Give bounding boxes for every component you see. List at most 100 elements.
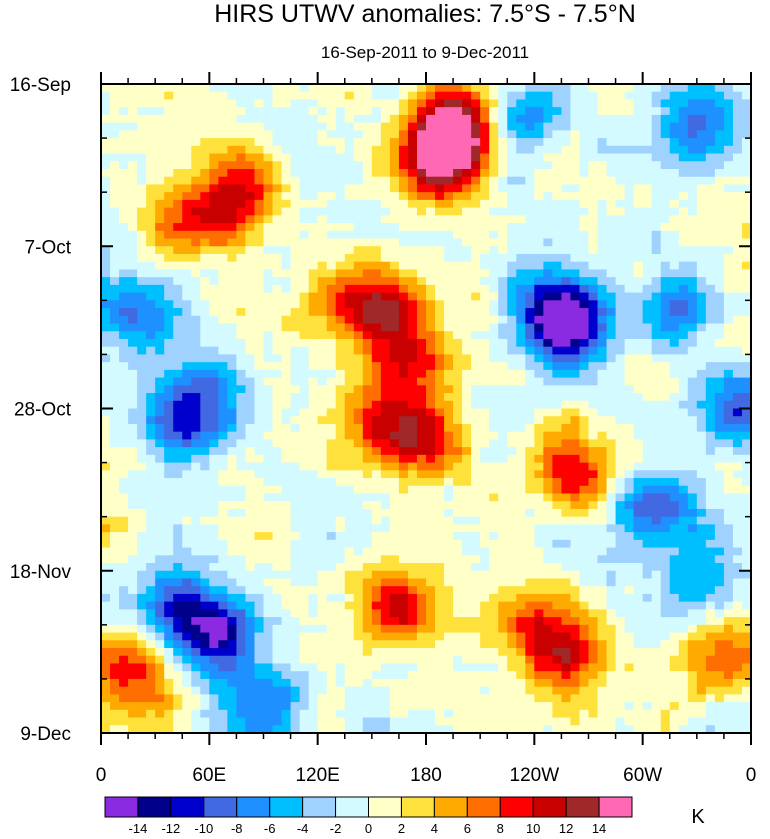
heatmap-cell — [471, 369, 481, 379]
heatmap-cell — [407, 153, 418, 162]
heatmap-cell — [525, 300, 535, 309]
heatmap-cell — [489, 601, 499, 610]
heatmap-cell — [705, 377, 716, 386]
heatmap-cell — [263, 246, 274, 255]
heatmap-cell — [317, 338, 328, 348]
heatmap-cell — [362, 269, 373, 278]
heatmap-cell — [101, 431, 111, 441]
heatmap-cell — [236, 393, 247, 402]
heatmap-cell — [732, 138, 743, 147]
heatmap-cell — [245, 91, 256, 101]
heatmap-cell — [137, 346, 147, 356]
heatmap-cell — [624, 269, 635, 278]
heatmap-cell — [353, 215, 364, 224]
heatmap-cell — [642, 400, 653, 410]
heatmap-cell — [137, 539, 147, 549]
heatmap-cell — [426, 385, 436, 394]
heatmap-cell — [687, 230, 698, 240]
heatmap-cell — [263, 547, 274, 556]
heatmap-cell — [155, 84, 165, 93]
heatmap-cell — [299, 315, 310, 325]
heatmap-cell — [173, 246, 183, 255]
heatmap-cell — [435, 269, 445, 278]
heatmap-cell — [660, 501, 671, 510]
heatmap-cell — [732, 230, 743, 240]
heatmap-cell — [705, 277, 716, 286]
heatmap-cell — [371, 470, 382, 479]
heatmap-cell — [317, 130, 328, 139]
heatmap-cell — [317, 362, 328, 371]
heatmap-cell — [101, 493, 111, 502]
heatmap-cell — [227, 578, 238, 587]
heatmap-cell — [326, 84, 337, 93]
heatmap-cell — [254, 246, 265, 255]
heatmap-cell — [290, 393, 301, 402]
heatmap-cell — [290, 91, 301, 101]
heatmap-cell — [732, 84, 743, 93]
heatmap-cell — [732, 315, 743, 325]
heatmap-cell — [182, 462, 192, 471]
heatmap-cell — [534, 84, 544, 93]
heatmap-cell — [362, 284, 373, 294]
heatmap-cell — [732, 501, 743, 510]
heatmap-cell — [398, 192, 409, 201]
heatmap-cell — [308, 168, 319, 178]
heatmap-cell — [561, 393, 572, 402]
heatmap-cell — [678, 230, 689, 240]
heatmap-cell — [110, 184, 120, 193]
heatmap-cell — [570, 292, 581, 301]
heatmap-cell — [281, 385, 292, 394]
heatmap-cell — [299, 284, 310, 294]
heatmap-cell — [227, 362, 238, 371]
heatmap-cell — [344, 192, 355, 201]
heatmap-cell — [236, 253, 247, 263]
heatmap-cell — [353, 207, 364, 216]
heatmap-cell — [714, 547, 725, 556]
heatmap-cell — [137, 138, 147, 147]
heatmap-cell — [290, 292, 301, 301]
heatmap-cell — [561, 570, 572, 580]
heatmap-cell — [579, 555, 590, 564]
heatmap-cell — [272, 238, 283, 247]
heatmap-cell — [335, 470, 346, 479]
heatmap-cell — [651, 423, 662, 433]
heatmap-cell — [642, 516, 653, 525]
heatmap-cell — [678, 454, 689, 464]
heatmap-cell — [308, 300, 319, 309]
heatmap-cell — [543, 485, 553, 495]
heatmap-cell — [299, 91, 310, 101]
heatmap-cell — [669, 532, 680, 541]
heatmap-cell — [498, 609, 508, 618]
heatmap-cell — [200, 292, 210, 301]
heatmap-cell — [723, 277, 734, 286]
heatmap-cell — [660, 524, 671, 533]
heatmap-cell — [353, 192, 364, 201]
heatmap-cell — [272, 130, 283, 139]
heatmap-cell — [588, 300, 599, 309]
heatmap-cell — [471, 184, 481, 193]
heatmap-cell — [633, 508, 644, 518]
heatmap-cell — [588, 277, 599, 286]
heatmap-cell — [335, 354, 346, 363]
heatmap-cell — [498, 416, 508, 425]
heatmap-cell — [101, 462, 111, 471]
heatmap-cell — [218, 192, 228, 201]
heatmap-cell — [281, 168, 292, 178]
heatmap-cell — [281, 338, 292, 348]
heatmap-cell — [543, 107, 553, 116]
heatmap-cell — [209, 362, 219, 371]
heatmap-cell — [696, 493, 707, 502]
heatmap-cell — [741, 470, 752, 479]
heatmap-cell — [633, 192, 644, 201]
heatmap-cell — [426, 215, 436, 224]
heatmap-cell — [561, 454, 572, 464]
heatmap-cell — [155, 385, 165, 394]
heatmap-cell — [480, 385, 490, 394]
heatmap-cell — [471, 176, 481, 186]
heatmap-cell — [426, 354, 436, 363]
heatmap-cell — [642, 447, 653, 456]
heatmap-cell — [507, 478, 517, 487]
heatmap-cell — [326, 207, 337, 216]
heatmap-cell — [525, 586, 535, 595]
heatmap-cell — [416, 238, 427, 247]
